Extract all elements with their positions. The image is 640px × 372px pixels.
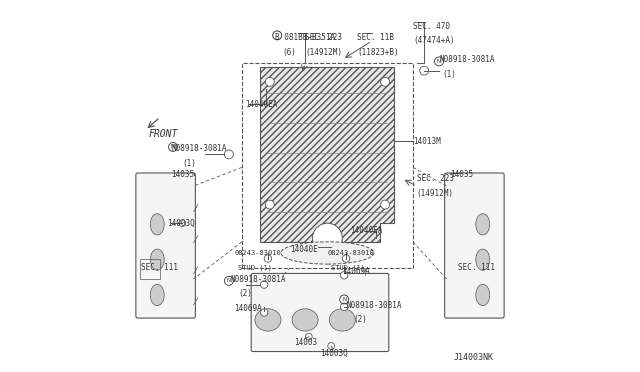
- Ellipse shape: [292, 309, 318, 331]
- Text: 14040EA: 14040EA: [246, 100, 278, 109]
- Text: STUD (1): STUD (1): [238, 264, 272, 271]
- Text: N08918-3081A: N08918-3081A: [439, 55, 495, 64]
- Text: N: N: [171, 144, 175, 150]
- Circle shape: [225, 150, 234, 159]
- Text: 14003Q: 14003Q: [168, 219, 195, 228]
- Text: (14912M): (14912M): [417, 189, 454, 198]
- Circle shape: [381, 200, 390, 209]
- Circle shape: [381, 77, 390, 86]
- Text: (14912M): (14912M): [305, 48, 342, 57]
- Bar: [140, 259, 160, 279]
- Text: SEC. 111: SEC. 111: [458, 263, 495, 272]
- Circle shape: [260, 281, 268, 288]
- Text: (1): (1): [182, 159, 196, 168]
- Text: 08243-83010: 08243-83010: [328, 250, 374, 256]
- Circle shape: [305, 333, 312, 340]
- Text: 14040EA: 14040EA: [349, 226, 382, 235]
- Text: (2): (2): [238, 289, 252, 298]
- Circle shape: [340, 303, 348, 311]
- Text: SEC. 111: SEC. 111: [141, 263, 179, 272]
- Text: N: N: [227, 278, 231, 283]
- Circle shape: [266, 200, 275, 209]
- Text: (47474+A): (47474+A): [413, 36, 454, 45]
- Ellipse shape: [281, 242, 374, 264]
- Text: SEC. 223: SEC. 223: [417, 174, 454, 183]
- Circle shape: [328, 343, 335, 349]
- Text: J14003NK: J14003NK: [454, 353, 494, 362]
- Circle shape: [260, 309, 268, 316]
- Ellipse shape: [476, 249, 490, 270]
- FancyBboxPatch shape: [251, 273, 389, 352]
- Text: 14040E: 14040E: [291, 245, 318, 254]
- FancyBboxPatch shape: [136, 173, 195, 318]
- Text: N08918-3081A: N08918-3081A: [172, 144, 227, 153]
- Circle shape: [342, 255, 349, 262]
- Text: 14069A: 14069A: [234, 304, 262, 313]
- Text: N08918-3081A: N08918-3081A: [346, 301, 401, 310]
- Text: N: N: [437, 59, 441, 64]
- Ellipse shape: [330, 309, 355, 331]
- Text: B 081BB-B351A: B 081BB-B351A: [275, 33, 335, 42]
- Text: 14035: 14035: [172, 170, 195, 179]
- Text: 14003Q: 14003Q: [320, 349, 348, 358]
- Text: N: N: [342, 297, 346, 302]
- Ellipse shape: [150, 214, 164, 235]
- Circle shape: [266, 77, 275, 86]
- Text: 14003: 14003: [294, 338, 317, 347]
- Text: (11823+B): (11823+B): [357, 48, 399, 57]
- Ellipse shape: [150, 284, 164, 306]
- Ellipse shape: [476, 214, 490, 235]
- FancyBboxPatch shape: [445, 173, 504, 318]
- Ellipse shape: [476, 284, 490, 306]
- Text: SEC. 223: SEC. 223: [305, 33, 342, 42]
- Text: FRONT: FRONT: [149, 129, 179, 139]
- Bar: [242, 63, 413, 268]
- Circle shape: [312, 223, 342, 253]
- Text: 08243-83010: 08243-83010: [234, 250, 281, 256]
- Text: 14069A: 14069A: [342, 267, 370, 276]
- Circle shape: [420, 66, 429, 75]
- Ellipse shape: [255, 309, 281, 331]
- Text: SEC. 11B: SEC. 11B: [357, 33, 394, 42]
- Circle shape: [264, 255, 271, 262]
- Text: 14035: 14035: [450, 170, 474, 179]
- Text: (6): (6): [283, 48, 297, 57]
- Polygon shape: [260, 67, 394, 242]
- Text: SEC. 470: SEC. 470: [413, 22, 450, 31]
- Text: (1): (1): [443, 70, 456, 79]
- Circle shape: [179, 220, 186, 227]
- Text: (2): (2): [353, 315, 367, 324]
- Text: STUD (1): STUD (1): [331, 264, 365, 271]
- Text: 14013M: 14013M: [413, 137, 441, 146]
- Text: N08918-3081A: N08918-3081A: [231, 275, 286, 283]
- Circle shape: [340, 272, 348, 279]
- Ellipse shape: [150, 249, 164, 270]
